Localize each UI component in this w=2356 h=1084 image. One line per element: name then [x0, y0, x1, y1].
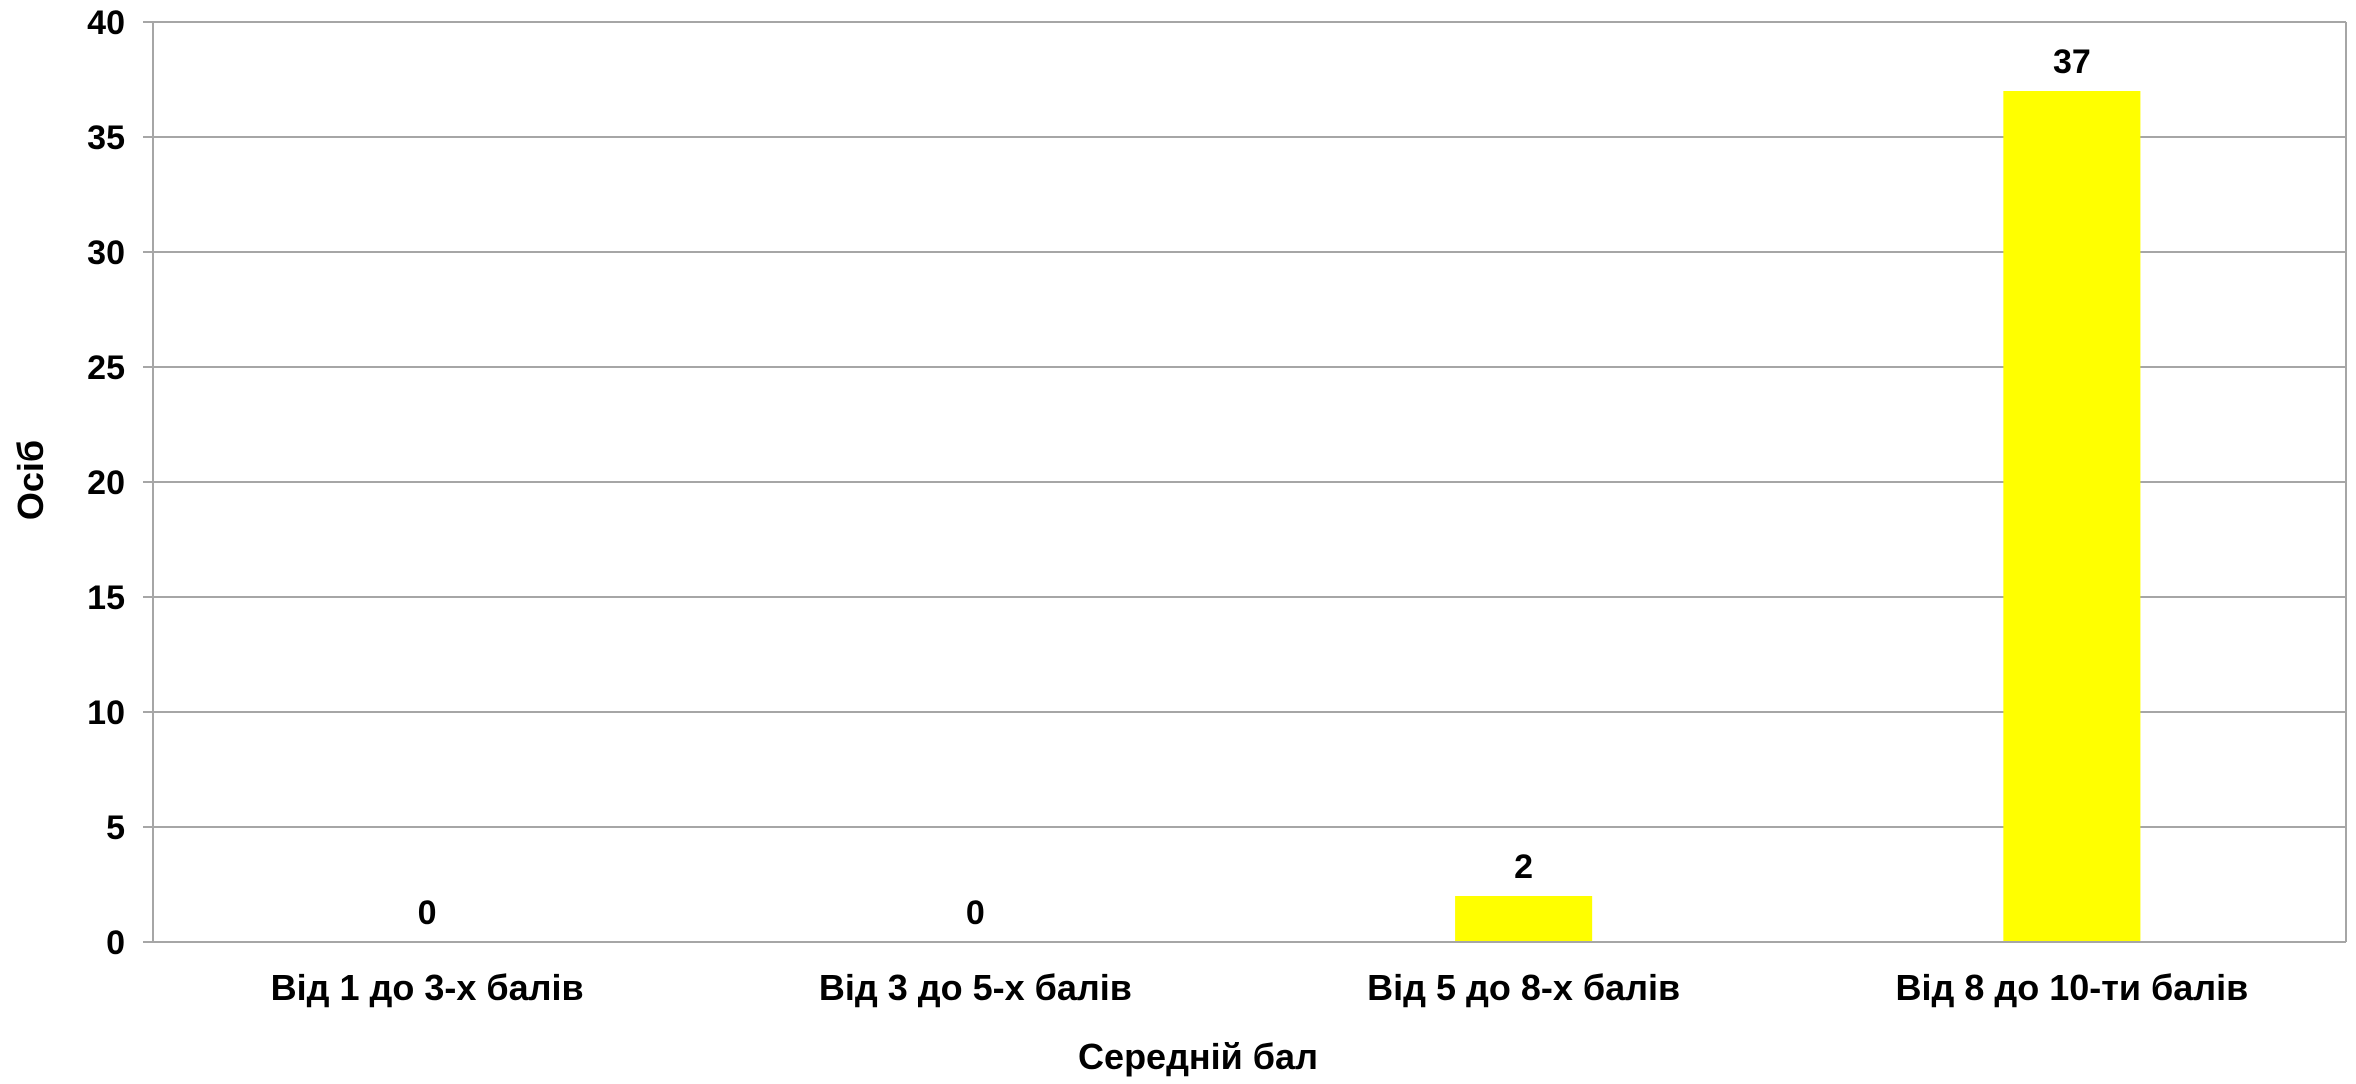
- x-tick-label: Від 8 до 10-ти балів: [1895, 967, 2248, 1008]
- y-tick-label: 0: [106, 924, 125, 962]
- data-label: 37: [2053, 43, 2091, 81]
- y-tick-label: 10: [87, 694, 125, 732]
- bar: [2003, 91, 2141, 942]
- y-tick-label: 20: [87, 464, 125, 502]
- x-axis-title: Середній бал: [1078, 1036, 1318, 1077]
- y-tick-label: 40: [87, 4, 125, 42]
- data-label: 2: [1514, 848, 1533, 886]
- labels: 0 5 10 15 20 25 30 35 40 0 Від 1 до 3-х балів 0 Від …: [87, 4, 2248, 1008]
- x-tick-label: Від 3 до 5-х балів: [819, 967, 1132, 1008]
- x-tick-label: Від 1 до 3-х балів: [271, 967, 584, 1008]
- x-tick-label: Від 5 до 8-х балів: [1367, 967, 1680, 1008]
- y-tick-label: 25: [87, 349, 125, 387]
- y-tick-label: 35: [87, 119, 125, 157]
- y-axis-title: Осіб: [10, 440, 51, 520]
- axes: [143, 21, 2346, 943]
- gridlines: [153, 21, 2347, 942]
- y-tick-label: 15: [87, 579, 125, 617]
- y-tick-label: 30: [87, 234, 125, 272]
- data-label: 0: [966, 894, 985, 932]
- y-tick-label: 5: [106, 809, 125, 847]
- bars: [1455, 91, 2141, 942]
- data-label: 0: [418, 894, 437, 932]
- bar: [1455, 896, 1593, 942]
